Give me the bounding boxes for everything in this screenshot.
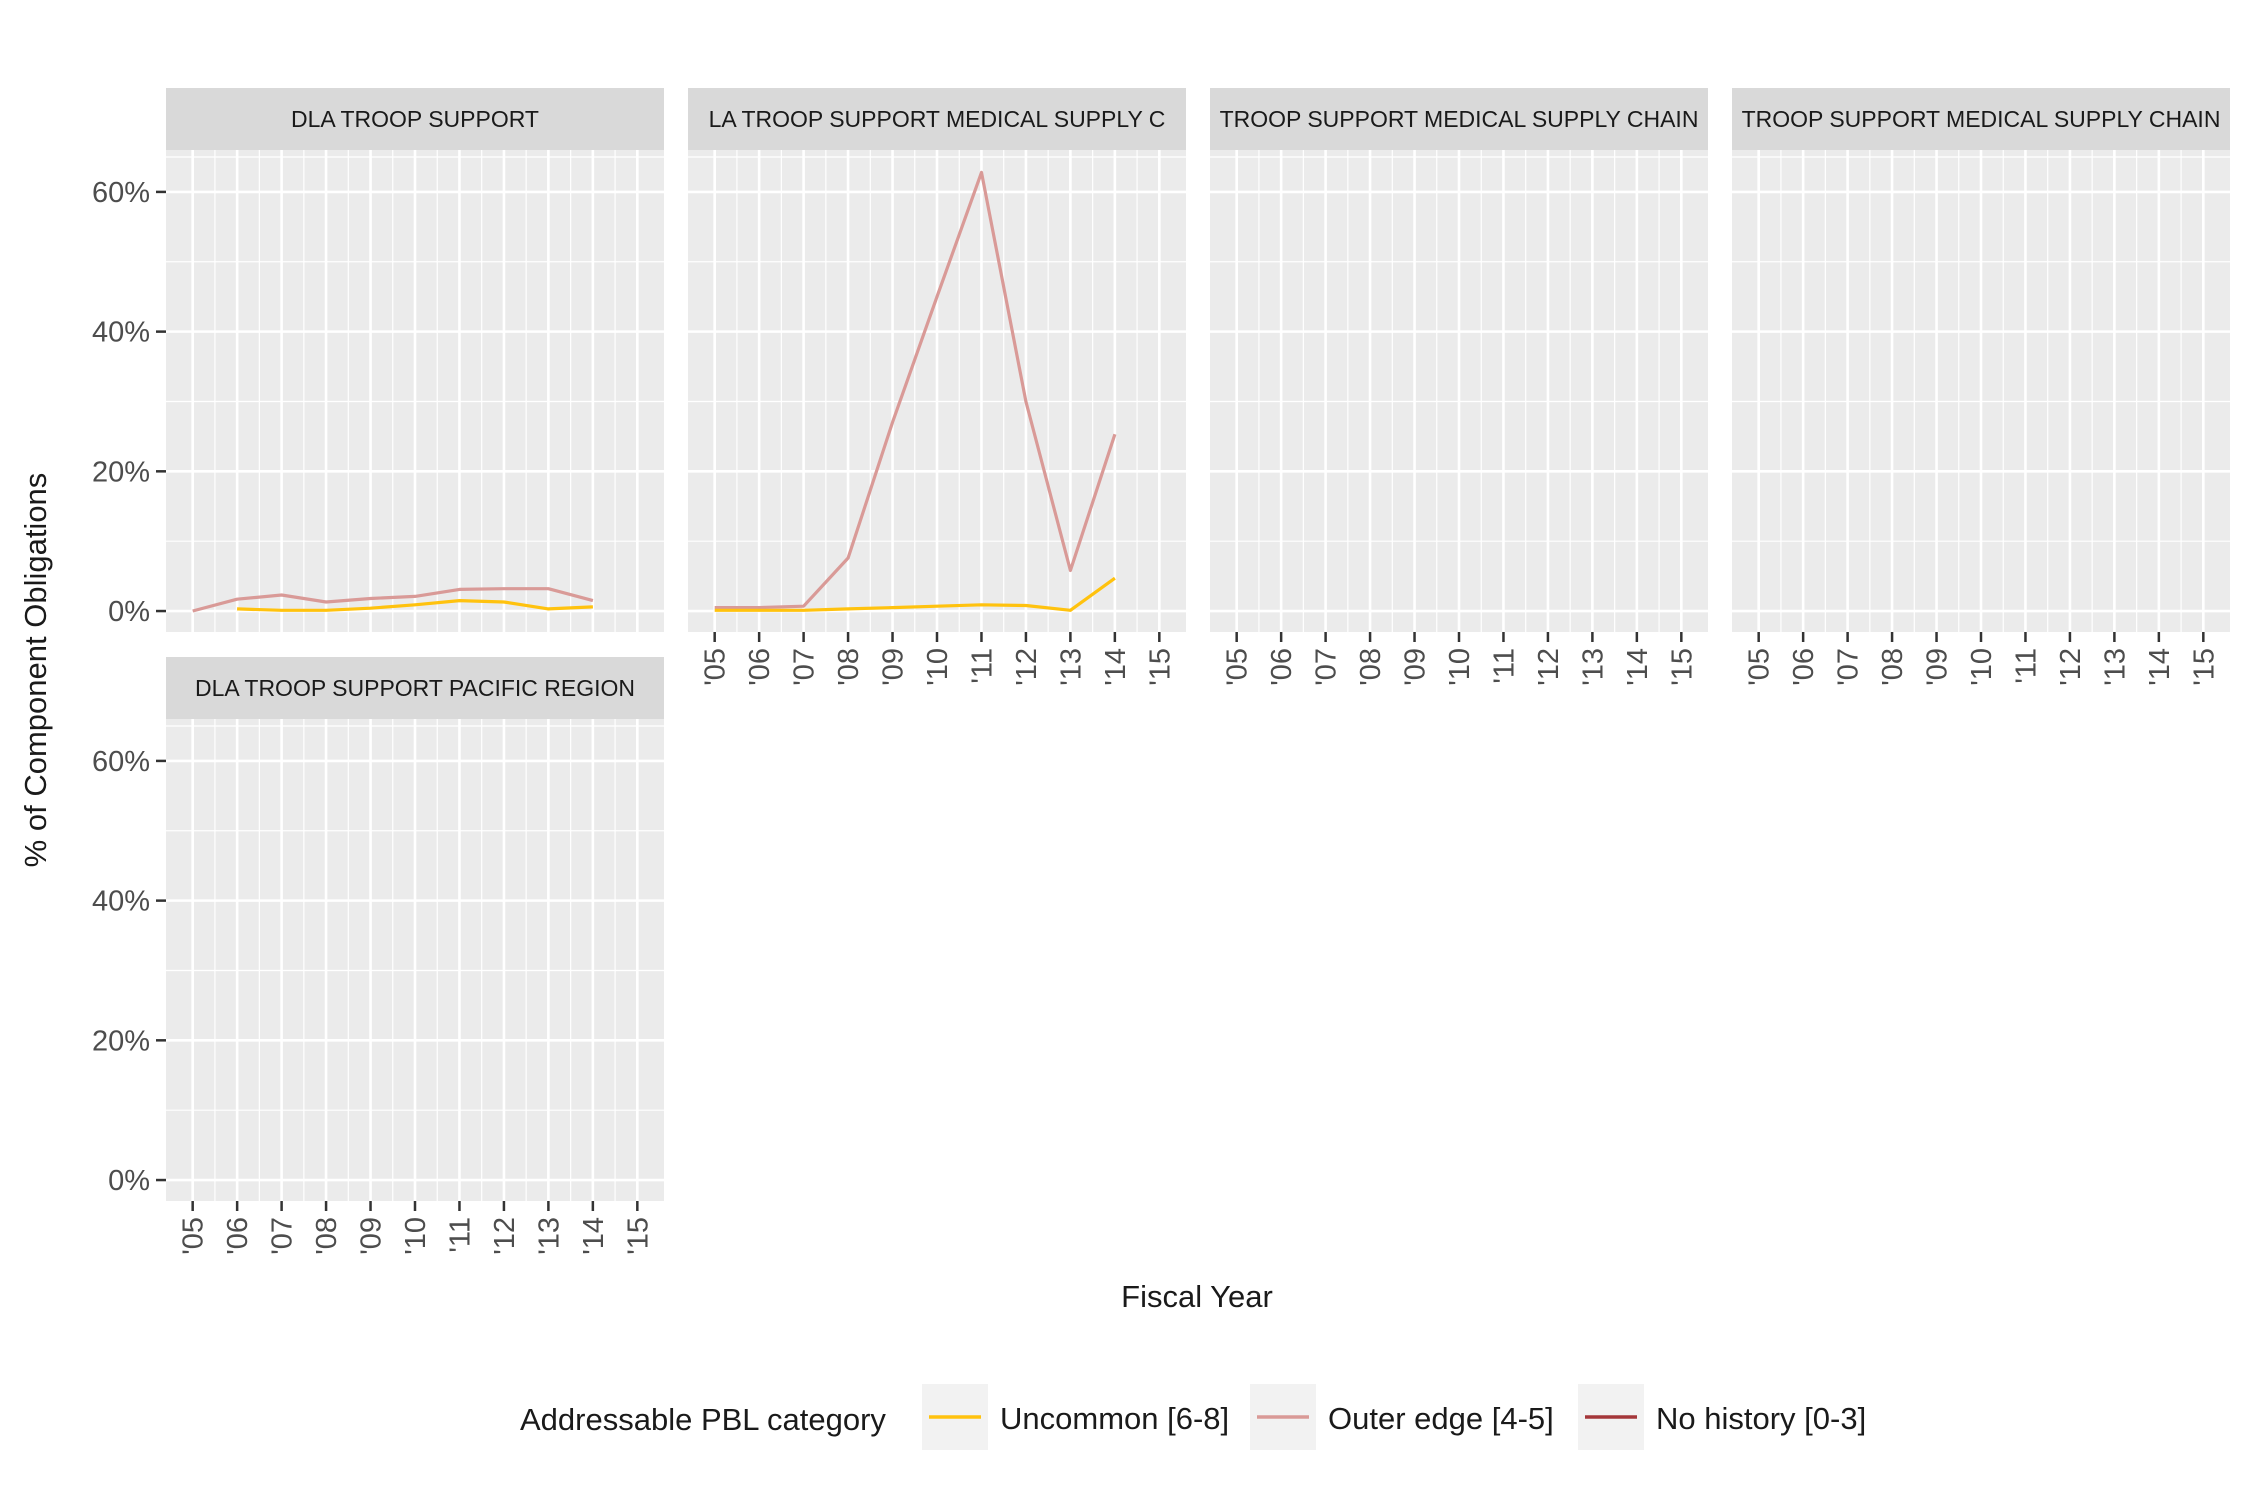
x-tick-label: '07 [1833, 648, 1865, 686]
x-tick-label: '14 [578, 1217, 610, 1255]
x-tick-label: '13 [1055, 648, 1087, 686]
y-tick-label: 20% [92, 456, 150, 488]
x-tick-label: '14 [1100, 648, 1132, 686]
series-line [192, 587, 594, 613]
x-tick-label: '11 [2010, 648, 2042, 684]
x-tick-label: '12 [489, 1217, 521, 1255]
x-tick-label: '12 [1533, 648, 1565, 686]
y-axis-title: % of Component Obligations [18, 473, 53, 868]
x-tick-label: '10 [1966, 648, 1998, 686]
x-tick-label: '05 [1744, 648, 1776, 686]
x-tick-label: '15 [1666, 648, 1698, 686]
y-tick-label: 60% [92, 177, 150, 209]
x-tick-label: '07 [1311, 648, 1343, 686]
x-tick-label: '11 [1488, 648, 1520, 684]
x-tick-label: '11 [444, 1217, 476, 1253]
facet-strip-label: DLA TROOP SUPPORT [291, 106, 539, 132]
y-tick-label: 60% [92, 746, 150, 778]
x-axis-title: Fiscal Year [1121, 1279, 1273, 1314]
x-tick-label: '06 [1266, 648, 1298, 686]
y-tick-label: 40% [92, 317, 150, 349]
x-tick-label: '10 [922, 648, 954, 686]
x-tick-label: '05 [1222, 648, 1254, 686]
legend-label: Outer edge [4-5] [1328, 1401, 1554, 1436]
x-tick-label: '08 [1355, 648, 1387, 686]
x-tick-label: '05 [700, 648, 732, 686]
y-tick-label: 20% [92, 1025, 150, 1057]
facet-strip [1210, 88, 1708, 150]
facet-strip-label: LA TROOP SUPPORT MEDICAL SUPPLY C [709, 106, 1166, 132]
x-tick-label: '06 [1788, 648, 1820, 686]
facet-strip-label: DLA TROOP SUPPORT PACIFIC REGION [195, 675, 635, 701]
x-tick-label: '08 [311, 1217, 343, 1255]
x-tick-label: '08 [833, 648, 865, 686]
series-line [714, 576, 1116, 612]
series-line [237, 599, 593, 612]
facet-strip [688, 88, 1186, 150]
x-tick-label: '14 [1622, 648, 1654, 686]
x-tick-label: '12 [2055, 648, 2087, 686]
x-tick-label: '15 [1144, 648, 1176, 686]
x-tick-label: '09 [356, 1217, 388, 1255]
x-tick-label: '10 [400, 1217, 432, 1255]
x-tick-label: '13 [533, 1217, 565, 1255]
facet-strip [166, 88, 664, 150]
x-tick-label: '09 [1400, 648, 1432, 686]
x-tick-label: '15 [2188, 648, 2220, 686]
x-tick-label: '13 [2099, 648, 2131, 686]
x-tick-label: '12 [1011, 648, 1043, 686]
facet-strip [166, 657, 664, 719]
x-tick-label: '07 [267, 1217, 299, 1255]
series-line [714, 170, 1117, 610]
x-tick-label: '09 [1922, 648, 1954, 686]
x-tick-label: '13 [1577, 648, 1609, 686]
facet-strip-label: TROOP SUPPORT MEDICAL SUPPLY CHAIN [1742, 106, 2221, 132]
y-tick-label: 40% [92, 886, 150, 918]
legend-label: Uncommon [6-8] [1000, 1401, 1229, 1436]
x-tick-label: '06 [744, 648, 776, 686]
x-tick-label: '06 [222, 1217, 254, 1255]
x-tick-label: '05 [178, 1217, 210, 1255]
x-tick-label: '11 [966, 648, 998, 684]
x-tick-label: '07 [789, 648, 821, 686]
legend-label: No history [0-3] [1656, 1401, 1866, 1436]
facet-strip [1732, 88, 2230, 150]
x-tick-label: '15 [622, 1217, 654, 1255]
y-tick-label: 0% [108, 1165, 150, 1197]
x-tick-label: '09 [878, 648, 910, 686]
x-tick-label: '14 [2144, 648, 2176, 686]
x-tick-label: '10 [1444, 648, 1476, 686]
y-tick-label: 0% [108, 596, 150, 628]
legend-title: Addressable PBL category [520, 1402, 886, 1437]
x-tick-label: '08 [1877, 648, 1909, 686]
facet-strip-label: TROOP SUPPORT MEDICAL SUPPLY CHAIN [1220, 106, 1699, 132]
